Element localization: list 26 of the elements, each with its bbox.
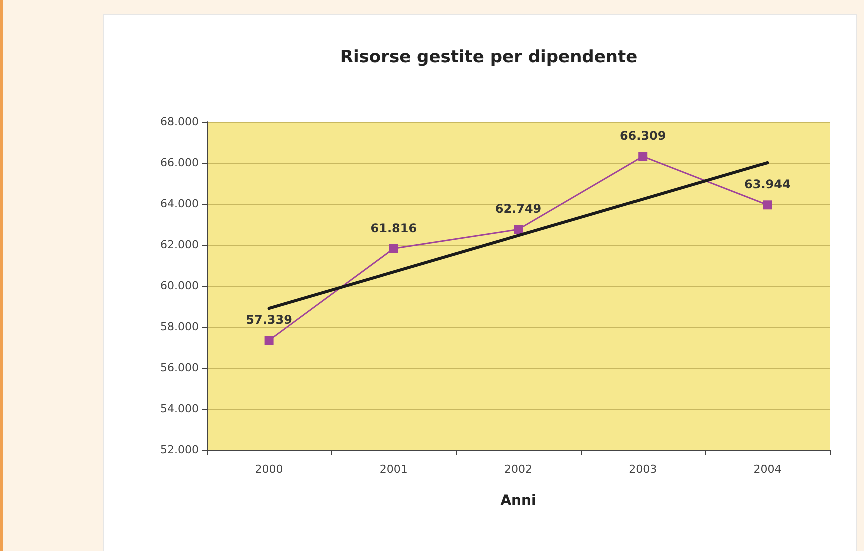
x-tick-label: 2002 [504,463,532,476]
point [514,225,523,234]
x-axis-title: Anni [500,493,536,509]
chart-title: Risorse gestite per dipendente [340,48,638,68]
x-tick-label: 2004 [754,463,782,476]
y-tick-label: 52.000 [160,444,199,456]
y-tick-label: 62.000 [160,238,199,252]
y-tick-label: 54.000 [160,402,199,416]
x-tick-label: 2000 [255,463,284,476]
y-tick-label: 66.000 [160,156,199,170]
data-label: 57.339 [246,313,292,328]
y-tick-label: 64.000 [160,198,199,210]
point [389,244,398,254]
data-label: 61.816 [370,221,418,236]
x-tick-label: 2003 [629,463,658,476]
data-label: 63.944 [744,178,791,192]
y-tick-label: 56.000 [160,362,199,374]
x-tick-label: 2001 [380,463,408,476]
data-label: 66.309 [620,129,666,144]
y-tick-label: 60.000 [160,280,199,292]
point [638,152,648,162]
point [763,200,772,210]
data-label: 62.749 [495,202,542,216]
point [264,336,274,346]
y-tick-label: 58.000 [160,320,199,334]
y-tick-label: 68.000 [160,116,199,128]
